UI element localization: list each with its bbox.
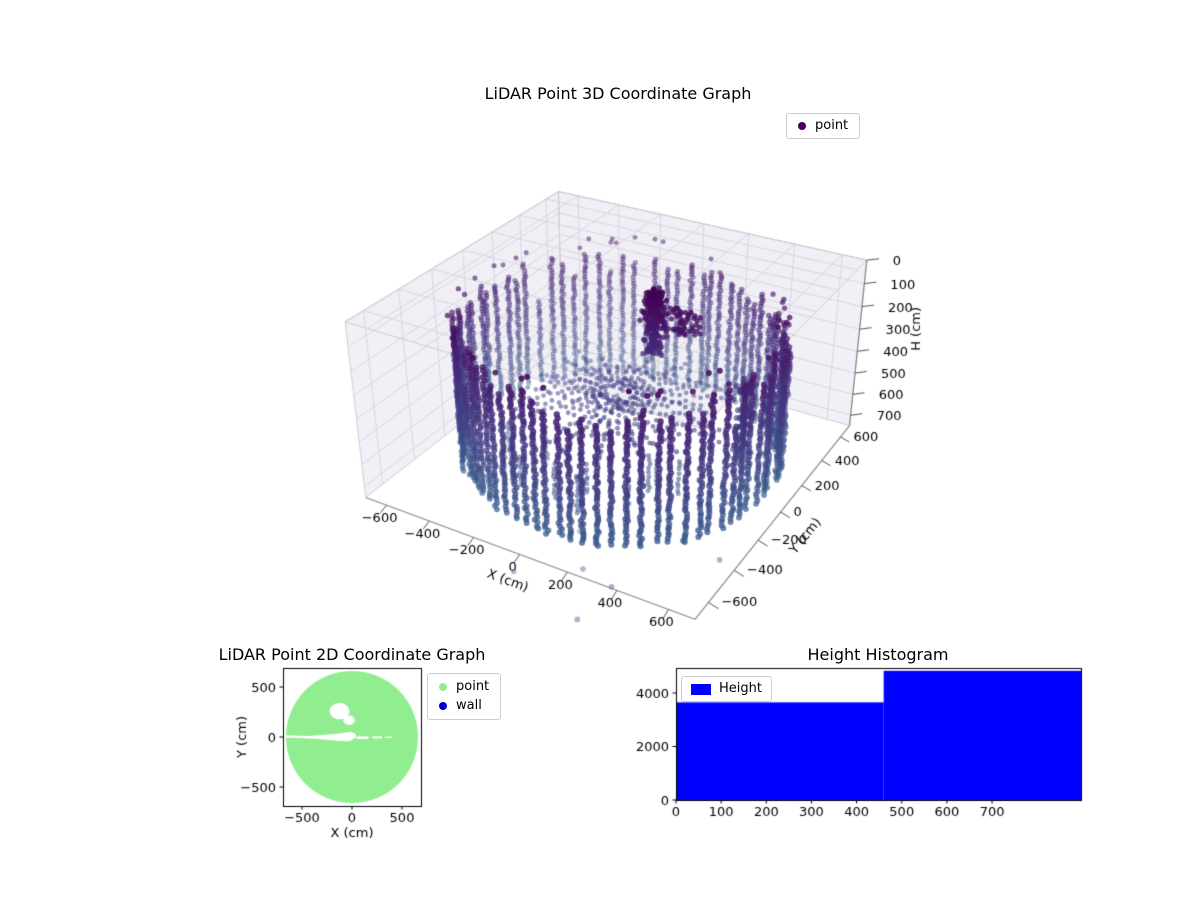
hist-title: Height Histogram (807, 645, 949, 664)
plot2d-legend-item-point: point (439, 679, 489, 695)
hist-legend: Height (681, 676, 772, 702)
plot2d-legend: point wall (427, 673, 502, 720)
point-marker-icon (439, 683, 447, 691)
plot2d-legend-label-point: point (456, 679, 490, 694)
plot2d-title: LiDAR Point 2D Coordinate Graph (218, 645, 486, 664)
plot2d-legend-label-wall: wall (456, 698, 482, 713)
wall-marker-icon (439, 702, 447, 710)
plot2d-legend-item-wall: wall (439, 698, 489, 714)
plot3d-title: LiDAR Point 3D Coordinate Graph (484, 84, 752, 103)
point-marker-icon (798, 122, 806, 130)
hist-legend-label: Height (719, 681, 762, 696)
plot3d-legend: point (786, 113, 861, 139)
height-patch-icon (691, 683, 711, 695)
plot3d-legend-label: point (815, 118, 849, 133)
